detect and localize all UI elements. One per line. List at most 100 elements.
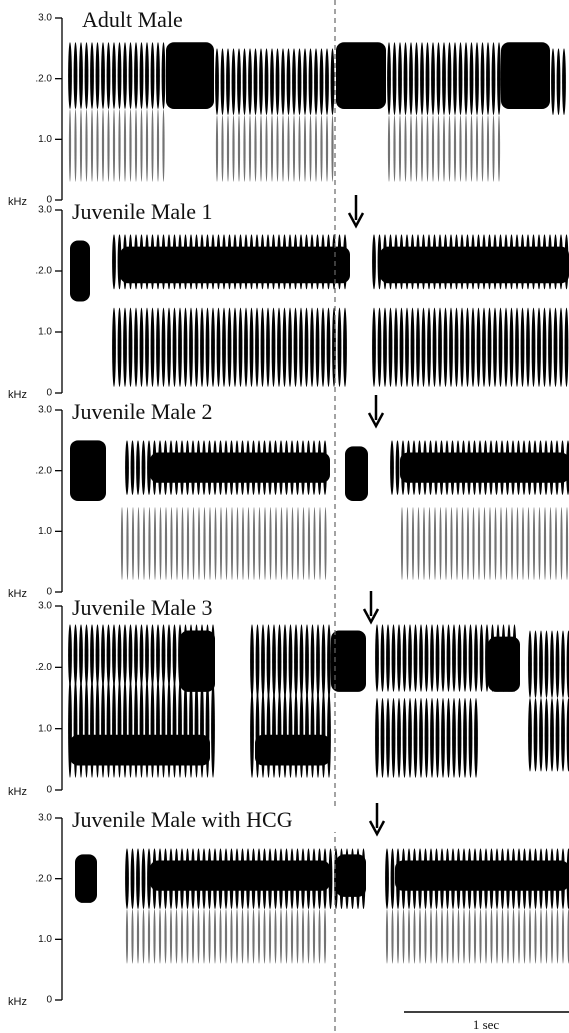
spectrogram-pulse [565,507,569,580]
spectrogram-pulse [526,307,530,387]
spectrogram-pulse [385,909,389,964]
spectrogram-pulse [549,440,554,495]
spectrogram-pulse [398,42,402,116]
spectrogram-pulse [332,234,336,290]
spectrogram-pulse [208,909,211,964]
spectrogram-pulse [255,307,259,387]
spectrogram-pulse [472,440,477,495]
spectrogram-pulse [404,115,407,182]
spectrogram-pulse [504,307,508,387]
spectrogram-pulse [476,307,481,387]
spectrogram-pulse [408,624,412,692]
spectrogram-pulse [403,42,408,116]
spectrogram-pulse [178,307,182,387]
spectrogram-pulse [480,42,485,116]
spectrogram-pulse [145,42,149,110]
spectrogram-pulse [418,909,422,964]
spectrogram-pulse [178,234,182,290]
spectrogram-pulse [537,234,541,290]
spectrogram-pulse [205,679,210,778]
panel-title: Adult Male [82,7,183,32]
spectrogram-pulse [167,624,171,686]
spectrogram-pulse [427,307,431,387]
spectrogram-pulse [390,848,395,910]
spectrogram-pulse [101,108,105,182]
spectrogram-pulse [136,848,140,910]
spectrogram-pulse [398,115,402,182]
spectrogram-pulse [486,115,490,182]
spectrogram-pulse [183,307,188,387]
y-tick-label: 1.0 [38,526,52,537]
panel-title: Juvenile Male 2 [72,399,213,424]
spectrogram-pulse [402,624,407,692]
spectrogram-pulse [343,234,347,290]
spectrogram-pulse [516,440,521,495]
spectrogram-pulse [68,679,72,778]
spectrogram-pulse [495,848,499,910]
spectrogram-pulse [539,909,543,964]
spectrogram-pulse [462,909,466,964]
spectrogram-pulse [106,624,111,686]
spectrogram-pulse [566,440,569,495]
spectrogram-pulse [441,624,445,692]
spectrogram-pulse [555,630,560,698]
spectrogram-pulse [128,307,133,387]
spectrogram-pulse [194,679,199,778]
spectrogram-pulse [438,234,442,290]
spectrogram-pulse [459,115,462,182]
spectrogram-pulse [303,115,307,182]
spectrogram-pulse [429,909,433,964]
spectrogram-pulse [474,624,478,692]
spectrogram-pulse [243,115,246,182]
spectrogram-pulse [251,440,256,495]
spectrogram-pulse [506,909,510,964]
spectrogram-pulse [147,909,151,964]
spectrogram-pulse [337,234,342,290]
spectrogram-pulse [483,440,488,495]
spectrogram-pulse [372,234,376,290]
spectrogram-pulse [73,42,78,110]
spectrogram-pulse [112,679,116,778]
spectrogram-pulse [302,507,305,580]
spectrogram-pulse [402,698,407,778]
spectrogram-pulse [283,691,287,778]
title-bg [70,398,260,424]
spectrogram-pulse [495,909,499,964]
spectrogram-pulse [159,507,162,580]
spectrogram-pulse [134,624,138,686]
spectrogram-pulse [549,507,552,580]
spectrogram-pulse [268,848,272,910]
spectrogram-pulse [174,440,179,495]
y-tick-label: 1.0 [38,934,52,945]
spectrogram-pulse [500,440,504,495]
spectrogram-pulse [161,307,166,387]
spectrogram-pulse [554,507,558,580]
spectrogram-pulse [556,48,561,116]
spectrogram-pulse [249,307,254,387]
spectrogram-pulse [482,307,486,387]
spectrogram-pulse [139,42,144,110]
spectrogram-pulse [473,848,477,910]
spectrogram-pulse [284,848,289,910]
spectrogram-pulse [197,909,200,964]
spectrogram-pulse [537,307,541,387]
spectrogram-pulse [301,848,305,910]
spectrogram-pulse [246,440,250,495]
spectrogram-pulse [205,624,210,686]
spectrogram-pulse [455,507,459,580]
spectrogram-pulse [451,848,455,910]
spectrogram-pulse [401,848,406,910]
spectrogram-pulse [147,440,151,495]
spectrogram-pulse [216,307,221,387]
spectrogram-pulse [319,48,324,116]
spectrogram-pulse [134,679,138,778]
spectrogram-blob [70,440,106,501]
spectrogram-pulse [194,624,199,686]
spectrogram-pulse [450,440,455,495]
spectrogram-pulse [151,108,154,182]
spectrogram-pulse [186,909,189,964]
spectrogram-pulse [178,679,182,778]
spectrogram-pulse [222,307,226,387]
spectrogram-pulse [314,48,318,116]
spectrogram-pulse [213,909,217,964]
